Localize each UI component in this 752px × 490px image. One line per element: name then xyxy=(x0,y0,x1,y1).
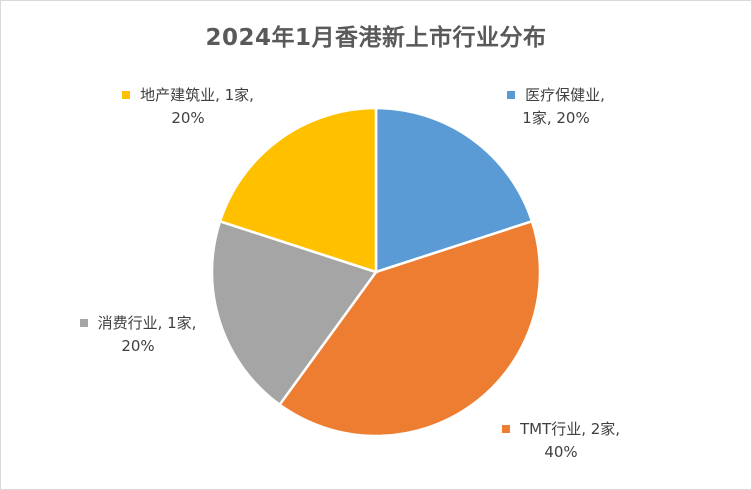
property-marker xyxy=(122,91,131,99)
chart-title: 2024年1月香港新上市行业分布 xyxy=(205,25,547,51)
data-label-healthcare: 医疗保健业, 1家, 20% xyxy=(486,84,626,130)
pie-slice-consumer xyxy=(210,219,379,407)
pie-slice-healthcare xyxy=(374,106,534,274)
data-label-property: 地产建筑业, 1家, 20% xyxy=(98,84,278,130)
healthcare-marker xyxy=(507,91,516,99)
pie-slice-tmt xyxy=(277,219,542,438)
data-label-tmt: TMT行业, 2家, 40% xyxy=(486,418,636,464)
data-label-consumer: 消费行业, 1家, 20% xyxy=(58,312,218,358)
pie-slice-property xyxy=(218,106,378,274)
consumer-marker xyxy=(79,319,88,327)
tmt-marker xyxy=(501,425,510,433)
